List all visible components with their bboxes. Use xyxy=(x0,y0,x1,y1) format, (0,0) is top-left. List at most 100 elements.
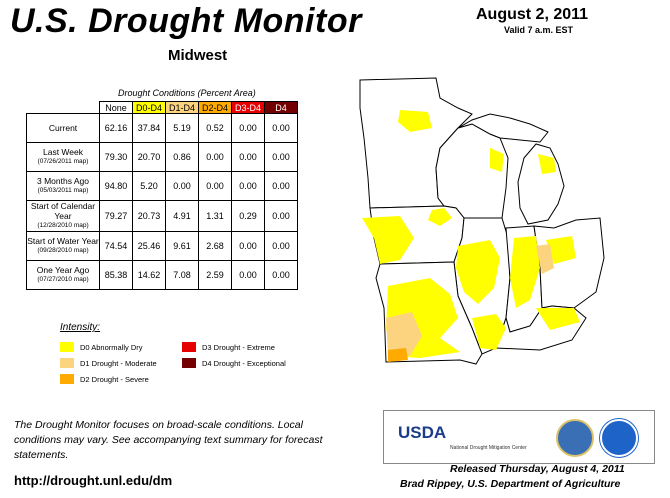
row-label-sub: (09/28/2010 map) xyxy=(37,247,89,254)
table-row: 3 Months Ago (05/03/2011 map) 94.80 5.20 0.0… xyxy=(26,171,298,201)
legend-swatch-d0 xyxy=(60,342,74,352)
map-date: August 2, 2011 xyxy=(476,6,589,23)
table-cell: 0.00 xyxy=(264,142,298,172)
table-row: One Year Ago (07/27/2010 map) 85.38 14.62 7.… xyxy=(26,260,298,290)
col-d3-d4: D3-D4 xyxy=(231,101,265,114)
table-cell: 0.00 xyxy=(198,171,232,201)
table-cell: 1.31 xyxy=(198,200,232,232)
col-d4: D4 xyxy=(264,101,298,114)
table-header-row: None D0-D4 D1-D4 D2-D4 D3-D4 D4 xyxy=(27,101,298,114)
row-label-text: Current xyxy=(48,123,78,133)
d0-area xyxy=(536,308,580,330)
usda-logo: USDA xyxy=(398,423,447,442)
table-cell: 0.00 xyxy=(231,260,265,290)
row-label-sub: (07/26/2011 map) xyxy=(37,158,89,165)
state-michigan-up xyxy=(457,113,549,143)
table-cell: 20.73 xyxy=(132,200,166,232)
table-cell: 4.91 xyxy=(165,200,199,232)
table-cell: 9.61 xyxy=(165,231,199,261)
table-cell: 0.00 xyxy=(264,171,298,201)
legend-swatch-d1 xyxy=(60,358,74,368)
col-d2-d4: D2-D4 xyxy=(198,101,232,114)
table-cell: 0.00 xyxy=(231,142,265,172)
d0-area xyxy=(362,216,414,264)
table-cell: 0.00 xyxy=(198,142,232,172)
table-cell: 94.80 xyxy=(99,171,133,201)
table-cell: 0.29 xyxy=(231,200,265,232)
table-cell: 7.08 xyxy=(165,260,199,290)
d0-area xyxy=(428,208,452,226)
row-label-text: One Year Ago xyxy=(36,265,90,275)
d0-area xyxy=(510,236,540,308)
table-cell: 0.00 xyxy=(165,171,199,201)
d2-areas xyxy=(388,348,408,362)
legend-label-d1: D1 Drought - Moderate xyxy=(80,358,157,368)
website-link[interactable]: http://drought.unl.edu/dm xyxy=(14,473,173,488)
table-cell: 14.62 xyxy=(132,260,166,290)
table-cell: 5.19 xyxy=(165,113,199,143)
legend-item-d2: D2 Drought - Severe xyxy=(60,374,149,384)
table-cell: 0.86 xyxy=(165,142,199,172)
row-label-text: Last Week xyxy=(42,147,83,157)
table-cell: 5.20 xyxy=(132,171,166,201)
table-cell: 0.00 xyxy=(231,113,265,143)
table-row: Last Week (07/26/2011 map) 79.30 20.70 0.86 0… xyxy=(26,142,298,172)
table-cell: 79.27 xyxy=(99,200,133,232)
table-cell: 74.54 xyxy=(99,231,133,261)
row-label: Start of Water Year (09/28/2010 map) xyxy=(26,231,100,261)
table-row: Start of Water Year (09/28/2010 map) 74.54… xyxy=(26,231,298,261)
ndmc-logo: National Drought Mitigation Center xyxy=(450,445,527,451)
row-label-sub: (07/27/2010 map) xyxy=(37,276,89,283)
row-label: One Year Ago (07/27/2010 map) xyxy=(26,260,100,290)
table-cell: 0.00 xyxy=(264,200,298,232)
footnote: The Drought Monitor focuses on broad-sca… xyxy=(14,419,323,461)
col-none: None xyxy=(99,101,133,114)
legend-swatch-d2 xyxy=(60,374,74,384)
table-cell: 79.30 xyxy=(99,142,133,172)
region-name: Midwest xyxy=(168,47,228,64)
row-label: Current xyxy=(26,113,100,143)
doc-seal-icon xyxy=(556,419,594,457)
d2-area xyxy=(388,348,408,362)
valid-time: Valid 7 a.m. EST xyxy=(504,25,574,35)
table-cell: 20.70 xyxy=(132,142,166,172)
legend-item-d1: D1 Drought - Moderate xyxy=(60,358,157,368)
table-cell: 37.84 xyxy=(132,113,166,143)
table-row: Current 62.16 37.84 5.19 0.52 0.00 0.00 xyxy=(26,113,298,143)
table-caption: Drought Conditions (Percent Area) xyxy=(118,88,256,98)
table-cell: 85.38 xyxy=(99,260,133,290)
drought-conditions-table: None D0-D4 D1-D4 D2-D4 D3-D4 D4 Current 6… xyxy=(26,101,298,290)
table-cell: 0.00 xyxy=(231,171,265,201)
row-label-text: Start of Water Year xyxy=(27,236,99,246)
legend-title: Intensity: xyxy=(60,322,101,333)
legend-label-d3: D3 Drought - Extreme xyxy=(202,342,275,352)
legend-label-d4: D4 Drought - Exceptional xyxy=(202,358,286,368)
row-label-text: Start of Calendar Year xyxy=(30,201,96,221)
d0-area xyxy=(546,236,576,264)
table-cell: 0.00 xyxy=(264,231,298,261)
d1-areas xyxy=(386,244,554,356)
agency-logos: USDA National Drought Mitigation Center xyxy=(383,410,655,464)
map-title: U.S. Drought Monitor xyxy=(10,2,362,40)
legend-item-d3: D3 Drought - Extreme xyxy=(182,342,275,352)
row-label: Start of Calendar Year (12/28/2010 map) xyxy=(26,200,100,232)
table-cell: 0.52 xyxy=(198,113,232,143)
legend-item-d4: D4 Drought - Exceptional xyxy=(182,358,286,368)
legend-item-d0: D0 Abnormally Dry xyxy=(60,342,143,352)
d0-area xyxy=(538,154,556,174)
row-label: Last Week (07/26/2011 map) xyxy=(26,142,100,172)
d1-area xyxy=(536,244,554,274)
d0-area xyxy=(490,148,504,172)
table-corner xyxy=(27,102,100,114)
col-d1-d4: D1-D4 xyxy=(165,101,199,114)
legend-label-d2: D2 Drought - Severe xyxy=(80,374,149,384)
noaa-logo-icon xyxy=(600,419,638,457)
drought-map xyxy=(359,77,605,365)
legend-swatch-d3 xyxy=(182,342,196,352)
row-label-text: 3 Months Ago xyxy=(37,176,89,186)
table-row: Start of Calendar Year (12/28/2010 map) 79… xyxy=(26,200,298,232)
row-label-sub: (05/03/2011 map) xyxy=(37,187,89,194)
d0-area xyxy=(398,110,432,132)
d0-area xyxy=(472,314,506,350)
d1-area xyxy=(386,312,422,356)
